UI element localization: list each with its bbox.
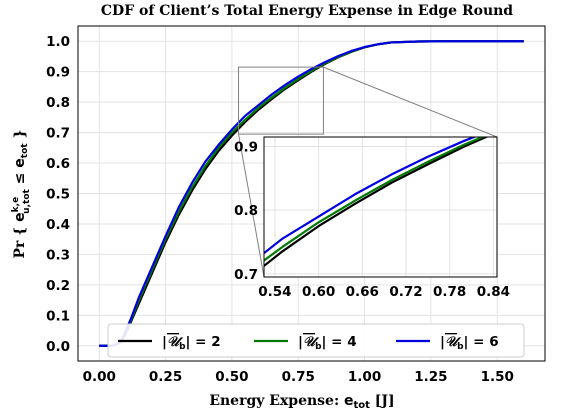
inset-x-tick-label: 0.54 (258, 284, 291, 300)
inset-x-tick-labels: 0.54 0.60 0.66 0.72 0.78 0.84 (258, 284, 510, 300)
x-tick-label: 1.00 (348, 369, 381, 385)
svg-text:Pr { ek,eu,tot ≤ etot }: Pr { ek,eu,tot ≤ etot } (11, 130, 32, 259)
y-tick-label: 0.2 (46, 278, 70, 294)
inset-x-tick-label: 0.66 (346, 284, 379, 300)
y-tick-label: 0.0 (46, 339, 70, 355)
inset-x-tick-label: 0.72 (389, 284, 422, 300)
x-tick-label: 0.00 (83, 369, 116, 385)
inset-series-line-1 (264, 137, 489, 268)
zoom-region-box (238, 66, 324, 135)
zoom-indicator (238, 66, 498, 278)
y-axis-label: Pr { ek,eu,tot ≤ etot } (11, 130, 32, 259)
y-tick-label: 0.9 (46, 65, 70, 81)
zoom-connector-line (238, 134, 265, 278)
x-tick-label: 1.50 (481, 369, 514, 385)
inset-series-line-3 (264, 137, 478, 255)
y-tick-label: 0.6 (46, 156, 70, 172)
inset-plot-border (263, 136, 498, 278)
y-tick-label: 0.7 (46, 126, 70, 142)
y-tick-label: 0.4 (46, 217, 70, 233)
inset-y-tick-label: 0.7 (234, 267, 258, 283)
legend-box (107, 323, 525, 358)
inset-y-tick-label: 0.8 (234, 203, 258, 219)
legend: |𝒰b| = 2 |𝒰b| = 4 |𝒰b| = 6 (107, 323, 525, 358)
x-tick-label: 0.75 (282, 369, 315, 385)
x-axis-label: Energy Expense: etot [J] (209, 393, 394, 411)
chart-title: CDF of Client’s Total Energy Expense in … (101, 3, 513, 19)
main-plot-border (77, 25, 546, 362)
main-series-lines (99, 40, 524, 347)
x-tick-label: 0.50 (215, 369, 248, 385)
legend-entry-label: |𝒰b| = 4 (298, 334, 357, 352)
y-tick-label: 0.8 (46, 95, 70, 111)
inset-series-lines (264, 137, 489, 268)
x-tick-label: 1.25 (414, 369, 447, 385)
y-tick-label: 0.1 (46, 308, 70, 324)
inset-series-line-2 (264, 137, 486, 262)
inset-x-tick-label: 0.60 (302, 284, 335, 300)
x-tick-labels: 0.00 0.25 0.50 0.75 1.00 1.25 1.50 (83, 369, 514, 385)
zoom-connector-line (323, 66, 498, 138)
y-tick-label: 1.0 (46, 34, 70, 50)
inset-plot-background (264, 137, 497, 277)
y-tick-labels: 0.0 0.1 0.2 0.3 0.4 0.5 0.6 0.7 0.8 0.9 1.0 (46, 34, 70, 355)
inset-plot-area: 0.54 0.60 0.66 0.72 0.78 0.84 0.7 0.8 0.9 (234, 136, 510, 300)
legend-entry-label: |𝒰b| = 2 (162, 334, 221, 352)
inset-x-tick-label: 0.84 (477, 284, 510, 300)
inset-x-tick-label: 0.78 (433, 284, 466, 300)
series-line-3 (99, 40, 524, 347)
inset-y-tick-label: 0.9 (234, 140, 258, 156)
y-tick-label: 0.3 (46, 247, 70, 263)
legend-entry-label: |𝒰b| = 6 (440, 334, 499, 352)
y-tick-label: 0.5 (46, 187, 70, 203)
x-tick-label: 0.25 (149, 369, 182, 385)
inset-y-tick-labels: 0.7 0.8 0.9 (234, 140, 258, 283)
